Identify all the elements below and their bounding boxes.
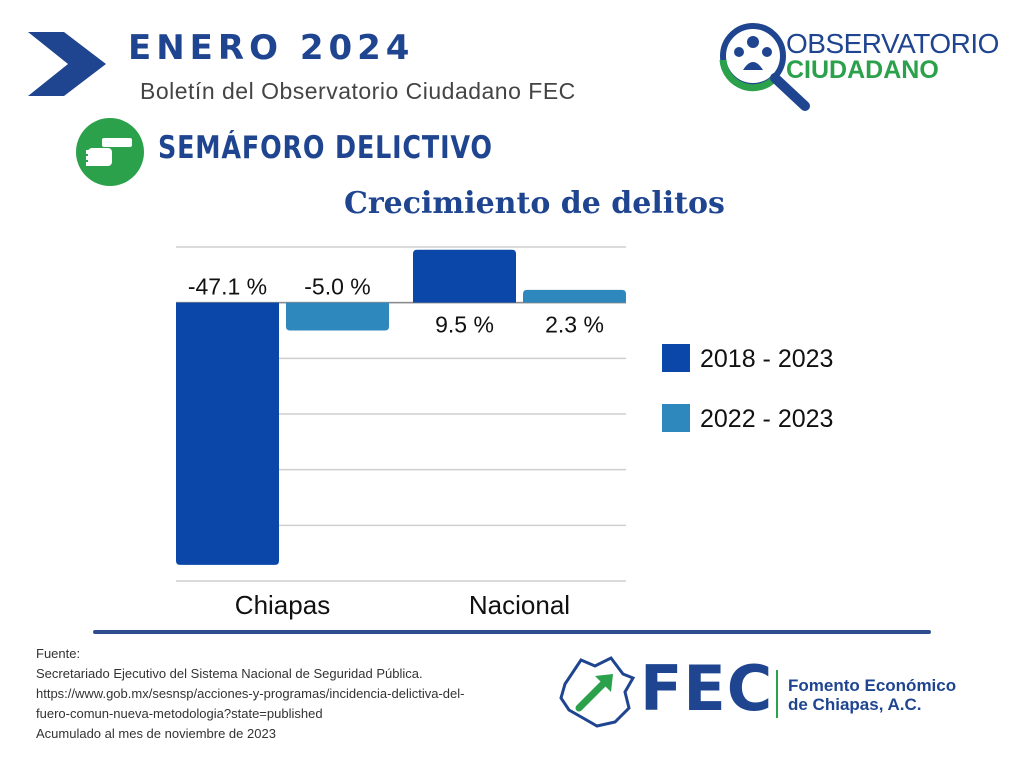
bar-chiapas-series-2 (286, 302, 389, 331)
source-line: https://www.gob.mx/sesnsp/acciones-y-pro… (36, 686, 465, 701)
fec-logo-icon (559, 656, 778, 728)
chevron-arrow-icon (28, 32, 106, 96)
bar-chiapas-series-1 (176, 302, 279, 565)
source-line: Fuente: (36, 646, 81, 661)
source-line: Acumulado al mes de noviembre de 2023 (36, 726, 276, 741)
data-label: 9.5 % (435, 312, 494, 338)
fec-logo-abbr: FEC (640, 652, 774, 725)
data-label: 2.3 % (545, 312, 604, 338)
bar-nacional-series-1 (413, 249, 516, 303)
source-line: fuero-comun-nueva-metodologia?state=publ… (36, 706, 323, 721)
pistol-icon (86, 138, 132, 166)
fec-logo-line1: Fomento Económico (788, 676, 957, 695)
bulletin-month-title: ENERO 2024 (128, 28, 415, 68)
footer-divider (93, 630, 931, 634)
observatorio-logo-line1: OBSERVATORIO (786, 28, 999, 59)
data-label: -5.0 % (304, 274, 370, 300)
bulletin-subtitle: Boletín del Observatorio Ciudadano FEC (140, 78, 576, 104)
observatorio-logo-line2: CIUDADANO (786, 56, 939, 84)
legend-swatch (662, 404, 690, 432)
observatorio-logo-icon (719, 23, 810, 111)
data-label: -47.1 % (188, 274, 267, 300)
fec-logo-line2: de Chiapas, A.C. (788, 695, 922, 714)
x-tick-label: Nacional (469, 590, 570, 620)
legend-label: 2018 - 2023 (700, 345, 833, 373)
section-title: SEMÁFORO DELICTIVO (158, 130, 493, 166)
chart-title: Crecimiento de delitos (344, 186, 725, 221)
source-line: Secretariado Ejecutivo del Sistema Nacio… (36, 666, 423, 681)
legend-label: 2022 - 2023 (700, 405, 833, 433)
legend-swatch (662, 344, 690, 372)
bar-nacional-series-2 (523, 289, 626, 303)
source-note: Fuente: Secretariado Ejecutivo del Siste… (36, 644, 464, 744)
x-tick-label: Chiapas (235, 590, 330, 620)
